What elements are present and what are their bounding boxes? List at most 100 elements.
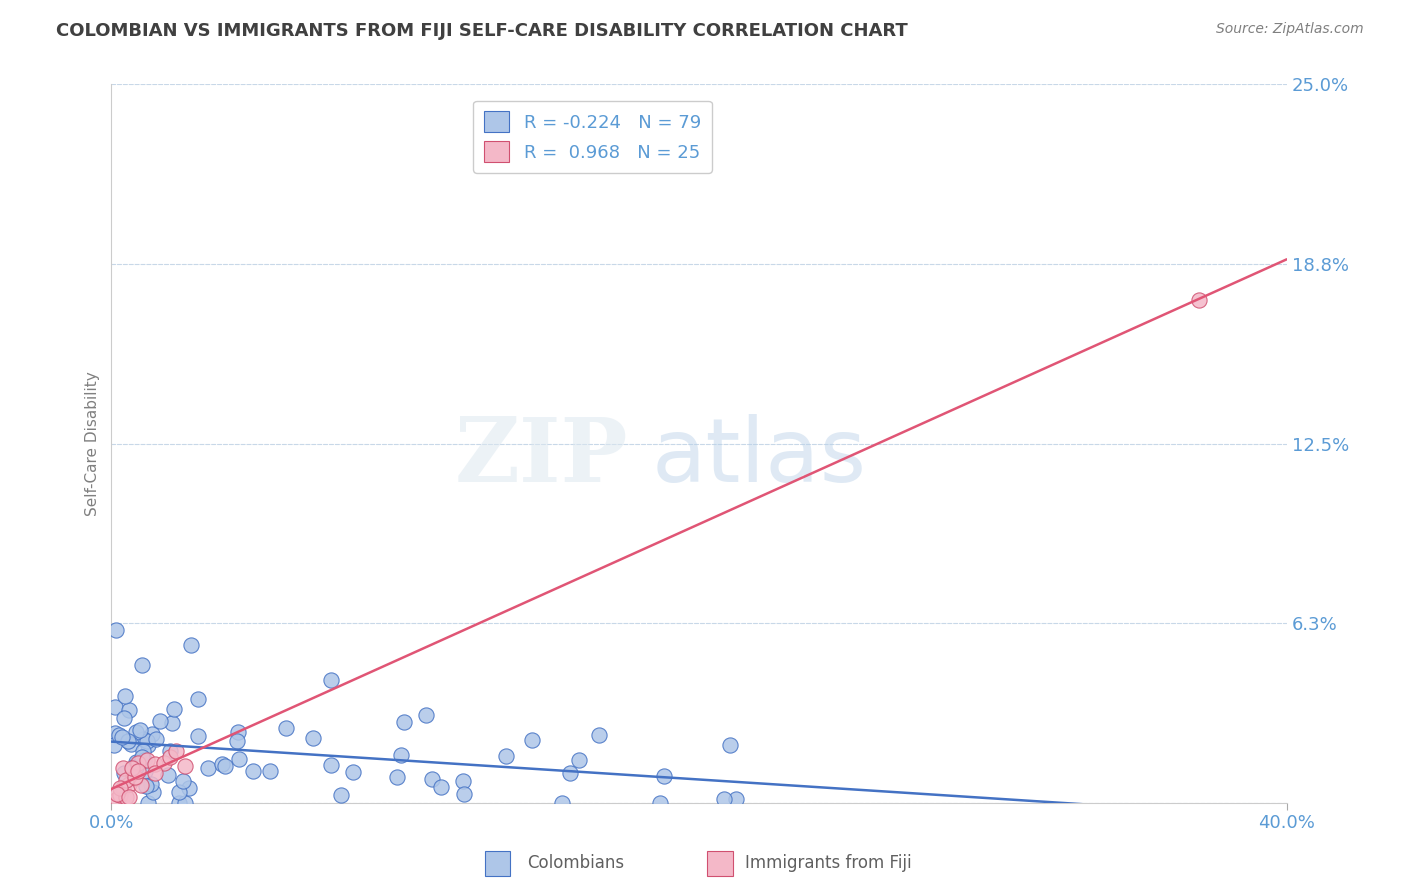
Point [159, 744, 181, 758]
Point [111, 731, 134, 745]
Point [177, 781, 200, 796]
Point [121, 761, 143, 775]
Text: Source: ZipAtlas.com: Source: ZipAtlas.com [1216, 22, 1364, 37]
Point [121, 764, 143, 779]
Point [302, 731, 325, 746]
Point [453, 773, 475, 788]
Point [145, 731, 167, 746]
Point [648, 796, 671, 810]
Point [131, 657, 153, 672]
Point [118, 776, 141, 790]
Point [153, 756, 176, 771]
Point [342, 764, 364, 779]
Point [415, 707, 437, 722]
Point [115, 789, 138, 804]
Point [114, 690, 136, 704]
Point [128, 723, 150, 738]
Point [242, 764, 264, 779]
Point [718, 739, 741, 753]
Point [136, 734, 159, 748]
Point [110, 781, 132, 796]
Point [131, 750, 153, 764]
Text: Immigrants from Fiji: Immigrants from Fiji [745, 855, 912, 872]
Point [160, 716, 183, 731]
Point [124, 759, 146, 773]
Text: ZIP: ZIP [456, 415, 628, 501]
Point [429, 780, 451, 795]
Point [125, 760, 148, 774]
Point [118, 703, 141, 717]
Text: Colombians: Colombians [527, 855, 624, 872]
Point [197, 760, 219, 774]
Point [135, 753, 157, 767]
Point [169, 796, 191, 810]
Legend: R = -0.224   N = 79, R =  0.968   N = 25: R = -0.224 N = 79, R = 0.968 N = 25 [472, 101, 711, 173]
Point [495, 748, 517, 763]
Point [321, 758, 343, 772]
Point [1187, 293, 1209, 307]
Point [560, 765, 582, 780]
Point [145, 766, 167, 780]
Point [112, 765, 135, 780]
Point [142, 785, 165, 799]
Point [392, 714, 415, 729]
Point [725, 792, 748, 806]
Y-axis label: Self-Care Disability: Self-Care Disability [86, 371, 100, 516]
Point [214, 759, 236, 773]
Point [211, 756, 233, 771]
Point [117, 734, 139, 748]
Point [180, 638, 202, 652]
Point [321, 673, 343, 688]
Point [173, 796, 195, 810]
Text: atlas: atlas [652, 415, 868, 501]
Point [420, 772, 443, 787]
Point [259, 764, 281, 778]
Point [135, 779, 157, 793]
Point [162, 702, 184, 716]
Point [187, 692, 209, 706]
Point [165, 744, 187, 758]
Point [127, 764, 149, 778]
Point [453, 787, 475, 801]
Point [228, 751, 250, 765]
Point [225, 734, 247, 748]
Text: COLOMBIAN VS IMMIGRANTS FROM FIJI SELF-CARE DISABILITY CORRELATION CHART: COLOMBIAN VS IMMIGRANTS FROM FIJI SELF-C… [56, 22, 908, 40]
Point [141, 727, 163, 741]
Point [588, 728, 610, 742]
Point [652, 768, 675, 782]
Point [125, 724, 148, 739]
Point [145, 756, 167, 771]
Point [103, 738, 125, 752]
Point [112, 711, 135, 725]
Point [132, 744, 155, 758]
Point [159, 749, 181, 764]
Point [522, 733, 544, 747]
Point [385, 770, 408, 784]
Point [112, 761, 135, 775]
Point [127, 756, 149, 770]
Point [136, 796, 159, 810]
Point [172, 774, 194, 789]
Point [186, 730, 208, 744]
Point [157, 768, 180, 782]
Point [108, 728, 131, 742]
Point [149, 714, 172, 728]
Point [389, 747, 412, 762]
Point [125, 756, 148, 770]
Point [112, 781, 135, 796]
Point [132, 731, 155, 746]
Point [124, 755, 146, 769]
Point [104, 726, 127, 740]
Point [132, 753, 155, 767]
Point [118, 789, 141, 804]
Point [567, 753, 589, 767]
Point [129, 779, 152, 793]
Point [173, 758, 195, 772]
Point [330, 788, 353, 802]
Point [136, 738, 159, 752]
Point [713, 792, 735, 806]
Point [124, 771, 146, 785]
Point [124, 770, 146, 784]
Point [167, 785, 190, 799]
Point [139, 777, 162, 791]
